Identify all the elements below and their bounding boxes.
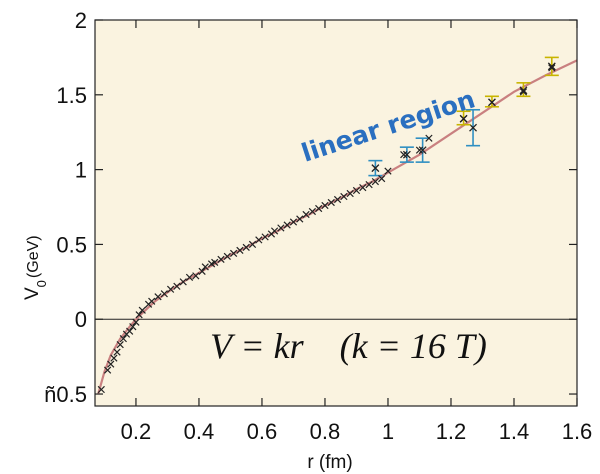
data-point — [217, 255, 225, 264]
data-point — [277, 224, 285, 232]
data-point — [302, 210, 310, 219]
data-point — [289, 218, 298, 226]
plot-frame — [94, 19, 578, 407]
plot-area — [95, 20, 577, 406]
y-axis-unit: (GeV) — [25, 235, 42, 278]
y-tick-label: 0 — [75, 307, 87, 332]
x-tick-label: 1 — [382, 419, 394, 444]
y-tick-label: ñ0.5 — [44, 382, 87, 407]
data-point — [107, 360, 115, 368]
y-tick-label: 1.5 — [56, 83, 87, 108]
data-point — [296, 215, 304, 223]
blue-errorbar-point — [368, 159, 383, 177]
data-point — [415, 146, 424, 154]
y-axis-subscript: 0 — [34, 280, 49, 287]
fit-curve — [97, 59, 578, 395]
data-point — [198, 267, 206, 275]
data-point — [261, 233, 269, 241]
y-tick-label: 1 — [75, 158, 87, 183]
data-point — [211, 258, 219, 266]
data-point — [229, 249, 238, 258]
y-axis-symbol: V — [22, 287, 43, 300]
data-point — [519, 88, 528, 96]
data-point — [179, 278, 187, 286]
blue-errorbar-point — [415, 137, 430, 163]
yellow-errorbar-point — [544, 56, 559, 77]
data-point — [384, 167, 392, 175]
data-point — [359, 183, 367, 192]
data-point — [346, 189, 354, 198]
data-point — [173, 282, 181, 290]
data-point — [308, 207, 316, 216]
data-point — [135, 311, 143, 319]
data-point — [327, 198, 335, 207]
data-point — [333, 195, 342, 204]
data-point — [236, 246, 244, 255]
x-tick-label: 0.2 — [121, 419, 152, 444]
data-point — [425, 134, 433, 142]
data-point — [378, 174, 386, 183]
data-point — [116, 341, 124, 349]
data-point — [154, 293, 162, 301]
data-point — [110, 354, 118, 362]
x-tick-label: 1.6 — [562, 419, 593, 444]
data-point — [321, 201, 329, 210]
data-point — [160, 290, 168, 298]
blue-errorbar-point — [466, 108, 481, 147]
data-point — [223, 252, 231, 261]
x-tick-label: 0.8 — [310, 419, 341, 444]
x-axis-label: r (fm) — [307, 452, 352, 473]
data-point — [166, 285, 175, 293]
data-point — [103, 366, 112, 374]
data-point — [365, 180, 373, 189]
data-point — [283, 221, 291, 229]
y-axis-label: V0 (GeV) — [22, 235, 49, 300]
y-tick-label: 0.5 — [56, 232, 87, 257]
data-point — [192, 272, 200, 280]
data-point — [400, 151, 408, 159]
data-point — [126, 327, 134, 335]
data-point — [132, 318, 140, 326]
data-point — [97, 385, 105, 394]
yellow-errorbar-point — [516, 82, 531, 98]
x-tick-label: 0.6 — [247, 419, 278, 444]
data-point — [459, 115, 468, 123]
data-point — [548, 64, 556, 72]
data-point — [113, 348, 121, 356]
data-point — [148, 297, 156, 305]
data-point — [185, 273, 194, 281]
data-point — [371, 177, 380, 186]
y-tick-label: 2 — [75, 8, 87, 33]
data-point — [242, 243, 250, 252]
svg-text:V0(GeV): V0 (GeV) — [22, 235, 49, 300]
data-point — [129, 323, 137, 331]
x-tick-label: 1.2 — [436, 419, 467, 444]
x-tick-label: 1.4 — [499, 419, 530, 444]
data-point — [119, 335, 127, 343]
blue-errorbar-point — [399, 146, 414, 163]
formula-label: V = kr (k = 16 T) — [210, 326, 487, 366]
data-point — [340, 192, 348, 201]
data-point — [255, 236, 263, 244]
data-point — [352, 186, 361, 195]
data-point — [138, 306, 146, 314]
data-point — [201, 263, 209, 271]
x-tick-label: 0.4 — [184, 419, 215, 444]
data-point — [488, 98, 496, 106]
data-point — [315, 204, 323, 213]
data-point — [270, 227, 279, 235]
data-point — [248, 240, 257, 249]
